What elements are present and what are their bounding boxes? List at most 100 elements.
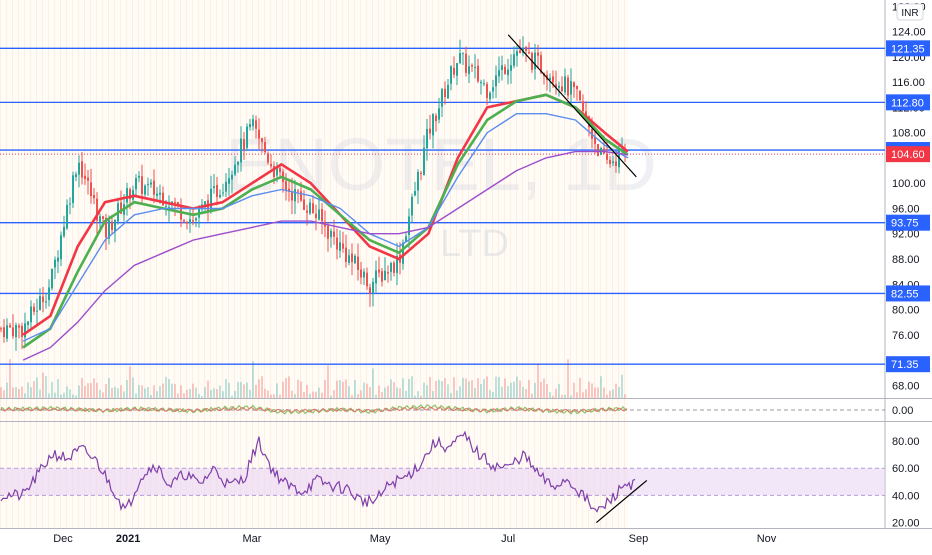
candle-body	[519, 50, 521, 54]
candle-body	[492, 87, 494, 92]
price-axis-tick: 116.00	[892, 77, 925, 89]
volume-bar	[189, 388, 191, 398]
price-level-label: 82.55	[891, 288, 919, 300]
session-shading	[0, 399, 628, 421]
candle-body	[225, 181, 227, 192]
volume-bar	[585, 389, 587, 398]
currency-button[interactable]	[896, 3, 924, 21]
candle-body	[120, 202, 122, 214]
volume-bar	[300, 381, 302, 398]
candle-body	[195, 218, 197, 221]
volume-bar	[420, 395, 422, 398]
volume-bar	[480, 384, 482, 398]
candle-body	[285, 181, 287, 191]
volume-bar	[309, 393, 311, 398]
volume-bar	[222, 391, 224, 398]
candle-body	[393, 262, 395, 273]
candle-body	[537, 52, 539, 56]
volume-bar	[375, 394, 377, 398]
volume-bar	[243, 384, 245, 398]
time-axis-tick: Nov	[757, 533, 777, 545]
candle-body	[27, 321, 29, 325]
volume-bar	[426, 385, 428, 398]
volume-bar	[9, 359, 11, 398]
candle-body	[390, 262, 392, 272]
candle-body	[396, 255, 398, 273]
candle-body	[159, 192, 161, 195]
price-axis-tick: 124.00	[892, 27, 926, 39]
candle-body	[516, 51, 518, 56]
volume-bar	[132, 377, 134, 398]
candle-body	[540, 55, 542, 73]
volume-bar	[93, 378, 95, 398]
candle-body	[204, 201, 206, 206]
candle-body	[480, 82, 482, 84]
volume-bar	[504, 378, 506, 398]
candle-body	[48, 287, 50, 300]
volume-bar	[345, 379, 347, 398]
volume-bar	[39, 389, 41, 398]
volume-bar	[357, 394, 359, 398]
volume-bar	[336, 380, 338, 398]
volume-bar	[171, 383, 173, 398]
candle-body	[135, 178, 137, 190]
candle-body	[453, 67, 455, 75]
volume-bar	[162, 383, 164, 398]
candle-body	[165, 206, 167, 208]
candle-body	[474, 67, 476, 69]
volume-bar	[231, 395, 233, 398]
volume-bar	[168, 379, 170, 398]
volume-bar	[612, 389, 614, 398]
candle-body	[468, 66, 470, 74]
volume-bar	[228, 382, 230, 398]
osc-axis-tick: 0.00	[892, 405, 913, 417]
price-level-label: 71.35	[891, 359, 919, 371]
volume-bar	[204, 387, 206, 398]
volume-bar	[150, 394, 152, 398]
candle-body	[60, 235, 62, 260]
volume-bar	[411, 376, 413, 398]
volume-bar	[0, 387, 2, 398]
time-axis-tick: Mar	[243, 533, 262, 545]
volume-bar	[138, 384, 140, 398]
volume-bar	[465, 378, 467, 398]
volume-bar	[117, 388, 119, 398]
candle-body	[300, 191, 302, 201]
volume-bar	[609, 390, 611, 398]
candle-body	[147, 183, 149, 185]
volume-bar	[78, 385, 80, 398]
candle-body	[315, 213, 317, 219]
volume-bar	[21, 386, 23, 398]
volume-bar	[195, 387, 197, 398]
volume-bar	[216, 389, 218, 398]
volume-bar	[252, 361, 254, 398]
volume-bar	[564, 394, 566, 398]
price-axis-tick: 96.00	[892, 203, 920, 215]
candle-body	[6, 325, 8, 339]
volume-bar	[513, 381, 515, 398]
candle-body	[477, 65, 479, 82]
volume-bar	[177, 393, 179, 398]
volume-bar	[474, 387, 476, 398]
candle-body	[387, 272, 389, 274]
volume-bar	[372, 368, 374, 398]
volume-bar	[534, 382, 536, 398]
candle-body	[228, 178, 230, 184]
candle-body	[585, 111, 587, 116]
candle-body	[108, 220, 110, 239]
volume-bar	[360, 390, 362, 398]
candle-body	[267, 153, 269, 163]
volume-bar	[192, 383, 194, 398]
volume-bar	[159, 386, 161, 398]
candle-body	[252, 119, 254, 127]
volume-bar	[270, 394, 272, 398]
volume-bar	[129, 366, 131, 398]
candle-body	[78, 162, 80, 175]
candle-body	[75, 174, 77, 177]
volume-bar	[489, 389, 491, 398]
volume-bar	[51, 381, 53, 398]
volume-bar	[261, 376, 263, 398]
volume-bar	[333, 390, 335, 398]
